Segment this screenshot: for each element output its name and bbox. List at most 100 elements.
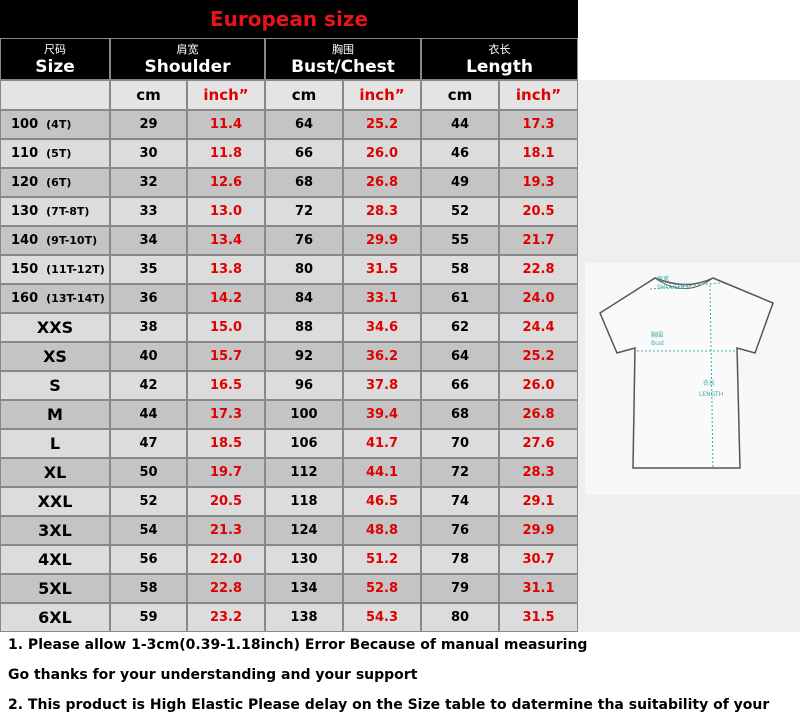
shirt-diagram: 肩宽 SHOULDER 胸围 Bust 衣长 LENGTH <box>585 263 800 495</box>
inch-value: 29.9 <box>343 226 421 255</box>
cm-value: 36 <box>110 284 187 313</box>
cm-value: 44 <box>421 110 499 139</box>
size: 100 <box>11 117 39 132</box>
inch-value: 15.7 <box>187 342 265 371</box>
cm-value: 130 <box>265 545 343 574</box>
size-cell: M <box>0 400 110 429</box>
cm-value: 42 <box>110 371 187 400</box>
inch-value: 28.3 <box>343 197 421 226</box>
size-cell: S <box>0 371 110 400</box>
inch-value: 28.3 <box>499 458 578 487</box>
inch-value: 15.0 <box>187 313 265 342</box>
size: 3XL <box>38 521 72 540</box>
bust-zh: 胸围 <box>651 331 663 339</box>
inch-value: 34.6 <box>343 313 421 342</box>
cm-value: 47 <box>110 429 187 458</box>
cm-value: 72 <box>265 197 343 226</box>
cm-value: 88 <box>265 313 343 342</box>
length-zh: 衣长 <box>703 379 715 387</box>
inch-value: 41.7 <box>343 429 421 458</box>
note: 1. Please allow 1-3cm(0.39-1.18inch) Err… <box>8 637 588 653</box>
inch-value: 11.4 <box>187 110 265 139</box>
size-cell: L <box>0 429 110 458</box>
size: 130 <box>11 204 39 219</box>
cm-value: 78 <box>421 545 499 574</box>
cm-value: 35 <box>110 255 187 284</box>
size: 6XL <box>38 608 72 627</box>
inch-value: 39.4 <box>343 400 421 429</box>
size-cell: 3XL <box>0 516 110 545</box>
size-cell: 150 (11T-12T) <box>0 255 110 284</box>
cm-value: 70 <box>421 429 499 458</box>
inch-value: 21.7 <box>499 226 578 255</box>
size-cell: 5XL <box>0 574 110 603</box>
unit: inch” <box>499 80 578 110</box>
size: XXL <box>37 492 73 511</box>
cm-value: 134 <box>265 574 343 603</box>
inch-value: 17.3 <box>187 400 265 429</box>
inch-value: 16.5 <box>187 371 265 400</box>
note: 2. This product is High Elastic Please d… <box>8 697 770 713</box>
collar <box>654 277 714 289</box>
unit-blank <box>0 80 110 110</box>
cm-value: 64 <box>265 110 343 139</box>
cm-value: 80 <box>421 603 499 632</box>
cm-value: 30 <box>110 139 187 168</box>
inch-value: 48.8 <box>343 516 421 545</box>
age: (4T) <box>46 118 72 131</box>
cm-value: 40 <box>110 342 187 371</box>
cm-value: 64 <box>421 342 499 371</box>
cm-value: 106 <box>265 429 343 458</box>
cm-value: 76 <box>421 516 499 545</box>
cm-value: 56 <box>110 545 187 574</box>
header-zh: 胸围 <box>332 43 354 56</box>
unit: inch” <box>343 80 421 110</box>
size-cell: 4XL <box>0 545 110 574</box>
inch-value: 29.1 <box>499 487 578 516</box>
header-cell: 尺码 Size <box>0 38 110 80</box>
header-zh: 肩宽 <box>176 43 199 56</box>
size-cell: XXL <box>0 487 110 516</box>
size-cell: 100 (4T) <box>0 110 110 139</box>
header-en: Shoulder <box>144 57 231 77</box>
inch-value: 30.7 <box>499 545 578 574</box>
inch-value: 27.6 <box>499 429 578 458</box>
cm-value: 59 <box>110 603 187 632</box>
size-cell: 160 (13T-14T) <box>0 284 110 313</box>
cm-value: 66 <box>421 371 499 400</box>
inch-value: 24.0 <box>499 284 578 313</box>
age: (9T-10T) <box>46 234 98 247</box>
inch-value: 26.0 <box>499 371 578 400</box>
unit: cm <box>421 80 499 110</box>
size-cell: XS <box>0 342 110 371</box>
inch-value: 31.5 <box>343 255 421 284</box>
inch-value: 21.3 <box>187 516 265 545</box>
cm-value: 79 <box>421 574 499 603</box>
unit: inch” <box>187 80 265 110</box>
cm-value: 32 <box>110 168 187 197</box>
inch-value: 31.5 <box>499 603 578 632</box>
inch-value: 18.1 <box>499 139 578 168</box>
inch-value: 37.8 <box>343 371 421 400</box>
inch-value: 13.4 <box>187 226 265 255</box>
cm-value: 29 <box>110 110 187 139</box>
length-line <box>709 284 714 469</box>
cm-value: 61 <box>421 284 499 313</box>
size: 150 <box>11 262 39 277</box>
inch-value: 24.4 <box>499 313 578 342</box>
inch-value: 26.8 <box>499 400 578 429</box>
header-cell: 胸围 Bust/Chest <box>265 38 421 80</box>
inch-value: 20.5 <box>187 487 265 516</box>
cm-value: 62 <box>421 313 499 342</box>
header-cell: 肩宽 Shoulder <box>110 38 265 80</box>
cm-value: 118 <box>265 487 343 516</box>
cm-value: 138 <box>265 603 343 632</box>
cm-value: 52 <box>110 487 187 516</box>
cm-value: 66 <box>265 139 343 168</box>
title: European size <box>0 0 578 38</box>
age: (11T-12T) <box>46 263 105 276</box>
inch-value: 13.0 <box>187 197 265 226</box>
inch-value: 25.2 <box>499 342 578 371</box>
size: XXS <box>36 318 74 337</box>
